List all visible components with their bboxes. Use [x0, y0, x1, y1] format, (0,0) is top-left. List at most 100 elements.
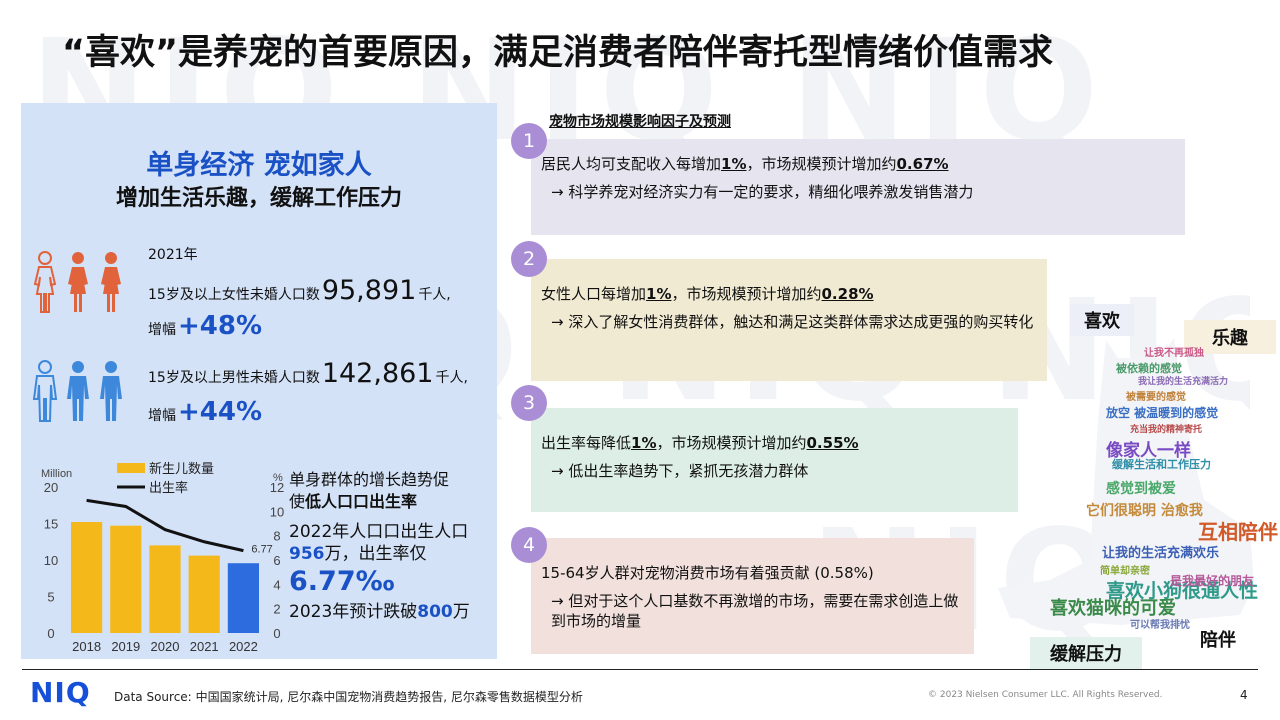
male-outline-icon: [32, 360, 58, 422]
cloud-word: 互相陪伴: [1198, 520, 1278, 544]
factor-detail-text: → 低出生率趋势下，紧抓无孩潜力群体: [551, 462, 809, 480]
single-economy-panel: 单身经济 宠如家人 增加生活乐趣，缓解工作压力 2021年 15岁及以上女性未婚…: [21, 103, 497, 659]
factor-detail-text: → 但对于这个人口基数不再激增的市场，需要在需求创造上做到市场的增量: [551, 592, 959, 630]
cloud-tag-stress-relief: 缓解压力: [1030, 637, 1142, 669]
factor-box-4: 15-64岁人群对宠物消费市场有着强贡献 (0.58%) → 但对于这个人口基数…: [531, 538, 974, 654]
cloud-tag-like: 喜欢: [1070, 304, 1134, 336]
word-cloud: 让我不再孤独被依赖的感觉我让我的生活充满活力被需要的感觉放空 被温暖到的感觉充当…: [1050, 332, 1278, 631]
data-label: 6.77: [251, 544, 272, 556]
cloud-word: 是我最好的朋友: [1170, 574, 1255, 588]
birth-rate-value: 6.77‰: [289, 566, 395, 597]
side-text-line: 使低人口口出生率: [289, 492, 418, 511]
cloud-word: 喜欢小狗很通人性: [1106, 580, 1259, 602]
factor-box-1: 居民人均可支配收入每增加1%，市场规模预计增加约0.67% → 科学养宠对经济实…: [531, 139, 1185, 235]
panel-heading: 单身经济 宠如家人: [146, 150, 372, 181]
cloud-word: 被需要的感觉: [1126, 392, 1186, 403]
cloud-word: 让我不再孤独: [1144, 348, 1204, 359]
bar: [149, 545, 181, 633]
male-stat-label: 15岁及以上男性未婚人口数: [148, 370, 320, 386]
side-text-line: 2022年人口口出生人口: [289, 522, 469, 542]
panel-subheading: 增加生活乐趣，缓解工作压力: [115, 186, 402, 211]
legend-swatch: [117, 463, 145, 473]
factors-heading: 宠物市场规模影响因子及预测: [549, 114, 731, 130]
side-text-line: 956万，出生率仅: [289, 544, 427, 564]
cloud-word: 被依赖的感觉: [1116, 362, 1182, 375]
y-right-tick-label: 0: [273, 626, 280, 641]
y-right-tick-label: 8: [273, 529, 280, 544]
cloud-word: 放空 被温暖到的感觉: [1106, 406, 1219, 420]
female-icon: [68, 252, 88, 312]
x-tick-label: 2019: [111, 639, 140, 654]
factor-main-text: 15-64岁人群对宠物消费市场有着强贡献 (0.58%): [541, 564, 874, 582]
legend-label: 新生儿数量: [149, 461, 214, 476]
birth-side-text: 单身群体的增长趋势促 使低人口口出生率 2022年人口口出生人口 956万，出生…: [289, 469, 495, 623]
factor-detail-text: → 科学养宠对经济实力有一定的要求，精细化喂养激发销售潜力: [551, 183, 974, 201]
y-right-tick-label: 10: [270, 504, 284, 519]
y-tick-label: 10: [44, 553, 58, 568]
female-stat-unit: 千人,: [418, 287, 451, 303]
copyright: © 2023 Nielsen Consumer LLC. All Rights …: [928, 690, 1163, 700]
male-stat-value: 142,861: [321, 358, 434, 389]
cloud-tag-company: 陪伴: [1186, 623, 1250, 655]
bar: [110, 525, 142, 633]
cat-silhouette-icon: [998, 338, 1254, 625]
cloud-word: 充当我的精神寄托: [1130, 425, 1203, 435]
male-icon: [67, 361, 89, 421]
page-number: 4: [1240, 688, 1248, 702]
bar: [188, 555, 220, 633]
factor-number-badge: 1: [511, 123, 547, 159]
y-right-tick-label: 4: [273, 577, 280, 592]
factor-number-badge: 4: [511, 527, 547, 563]
page-title: “喜欢”是养宠的首要原因，满足消费者陪伴寄托型情绪价值需求: [62, 33, 1054, 73]
factor-number-badge: 3: [511, 385, 547, 421]
y-right-tick-label: 2: [273, 602, 280, 617]
female-growth: 增幅 +48%: [148, 311, 262, 341]
cloud-word: 可以帮我排忧: [1130, 620, 1190, 631]
factor-main-text: 女性人口每增加1%，市场规模预计增加约0.28%: [541, 285, 874, 303]
stat-year: 2021年: [148, 247, 198, 263]
male-stat: 15岁及以上男性未婚人口数 142,861 千人,: [148, 358, 468, 389]
factor-detail-text: → 深入了解女性消费群体，触达和满足这类群体需求达成更强的购买转化: [551, 313, 1034, 331]
y-tick-label: 0: [47, 626, 54, 641]
male-figures: [30, 359, 126, 423]
cloud-word: 缓解生活和工作压力: [1112, 458, 1211, 471]
female-outline-icon: [33, 251, 57, 313]
male-growth-value: +44%: [178, 397, 263, 427]
source-text: 中国国家统计局, 尼尔森中国宠物消费趋势报告, 尼尔森零售数据模型分析: [195, 690, 583, 704]
cloud-word: 让我的生活充满欢乐: [1102, 546, 1220, 561]
footer-divider: [22, 669, 1258, 670]
y-tick-label: 5: [47, 590, 54, 605]
female-stat-value: 95,891: [321, 275, 417, 306]
cloud-word: 它们很聪明 治愈我: [1086, 503, 1203, 519]
cloud-word: 感觉到被爱: [1106, 481, 1176, 497]
cloud-word: 简单却亲密: [1100, 566, 1150, 577]
data-source: Data Source: 中国国家统计局, 尼尔森中国宠物消费趋势报告, 尼尔森…: [114, 688, 583, 705]
factor-main-text: 出生率每降低1%，市场规模预计增加约0.55%: [541, 434, 859, 452]
male-growth: 增幅 +44%: [148, 397, 262, 427]
male-stat-unit: 千人,: [435, 370, 468, 386]
x-tick-label: 2018: [72, 639, 101, 654]
y-right-tick-label: 12: [270, 480, 284, 495]
male-icon: [100, 361, 122, 421]
female-stat: 15岁及以上女性未婚人口数 95,891 千人,: [148, 275, 451, 306]
line-series: [86, 498, 244, 553]
factor-number-badge: 2: [511, 241, 547, 277]
source-label: Data Source:: [114, 690, 192, 704]
female-stat-label: 15岁及以上女性未婚人口数: [148, 287, 320, 303]
y-tick-label: 20: [44, 480, 58, 495]
factor-main-text: 居民人均可支配收入每增加1%，市场规模预计增加约0.67%: [541, 155, 949, 173]
female-figures: [30, 250, 126, 314]
female-growth-label: 增幅: [148, 322, 176, 338]
y-right-tick-label: 6: [273, 553, 280, 568]
side-text-line: 2023年预计跌破800万: [289, 602, 470, 622]
factor-box-2: 女性人口每增加1%，市场规模预计增加约0.28% → 深入了解女性消费群体，触达…: [531, 259, 1047, 381]
female-icon: [101, 252, 121, 312]
x-tick-label: 2021: [190, 639, 219, 654]
factor-box-3: 出生率每降低1%，市场规模预计增加约0.55% → 低出生率趋势下，紧抓无孩潜力…: [531, 408, 1018, 512]
y-tick-label: 15: [44, 517, 58, 532]
side-text-line: 单身群体的增长趋势促: [289, 470, 450, 489]
x-tick-label: 2022: [229, 639, 258, 654]
y-axis-label: Million: [41, 468, 72, 480]
cloud-word: 我让我的生活充满活力: [1138, 377, 1229, 387]
births-chart: Million % 0 5 10 15 20 0 2 4 6 8 10 12 2018 2019 2020 202…: [41, 461, 284, 654]
